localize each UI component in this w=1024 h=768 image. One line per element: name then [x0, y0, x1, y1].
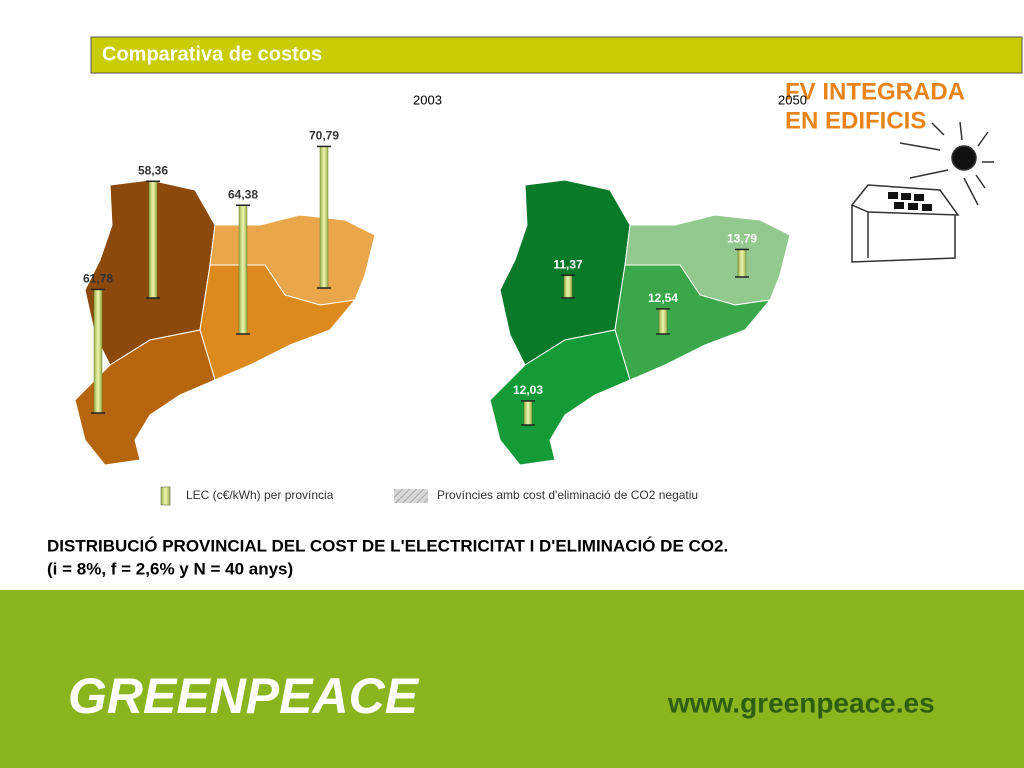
value-label: 70,79 — [309, 129, 339, 143]
value-label: 12,54 — [648, 291, 678, 305]
legend-swatch — [160, 486, 171, 506]
footer — [0, 590, 1024, 768]
url[interactable]: www.greenpeace.es — [667, 687, 935, 718]
cost-bar — [563, 275, 573, 299]
house-icon — [850, 121, 994, 263]
legend-swatch — [394, 489, 428, 503]
cost-bar — [148, 181, 158, 299]
cost-bar — [523, 400, 533, 426]
map-2003 — [74, 179, 376, 466]
legend-label: Províncies amb cost d'eliminació de CO2 … — [437, 488, 698, 502]
map-2050 — [489, 179, 791, 466]
value-label: 58,36 — [138, 163, 168, 177]
cost-bar — [319, 146, 329, 289]
value-label: 12,03 — [513, 383, 543, 397]
value-label: 64,38 — [228, 187, 258, 201]
value-label: 13,79 — [727, 232, 757, 246]
caption: DISTRIBUCIÓ PROVINCIAL DEL COST DE L'ELE… — [47, 536, 728, 555]
value-label: 11,37 — [553, 257, 583, 271]
banner-line: FV INTEGRADA — [785, 78, 965, 105]
cost-bar — [737, 249, 747, 278]
header-title: Comparativa de costos — [102, 43, 322, 65]
banner-line: EN EDIFICIS — [785, 107, 926, 134]
legend-label: LEC (c€/kWh) per província — [186, 488, 334, 502]
bars: 61,78 58,36 64,38 70,79 12,03 11,37 12,54 13,79 — [83, 129, 757, 426]
caption: (i = 8%, f = 2,6% y N = 40 anys) — [47, 559, 293, 578]
year-label: 2050 — [778, 92, 807, 107]
year-label: 2003 — [413, 92, 442, 107]
value-label: 61,78 — [83, 272, 113, 286]
header-bar — [90, 36, 1023, 74]
logo: GREENPEACE — [68, 668, 420, 724]
cost-bar — [658, 308, 668, 335]
cost-bar — [238, 204, 248, 335]
cost-bar — [93, 289, 103, 414]
